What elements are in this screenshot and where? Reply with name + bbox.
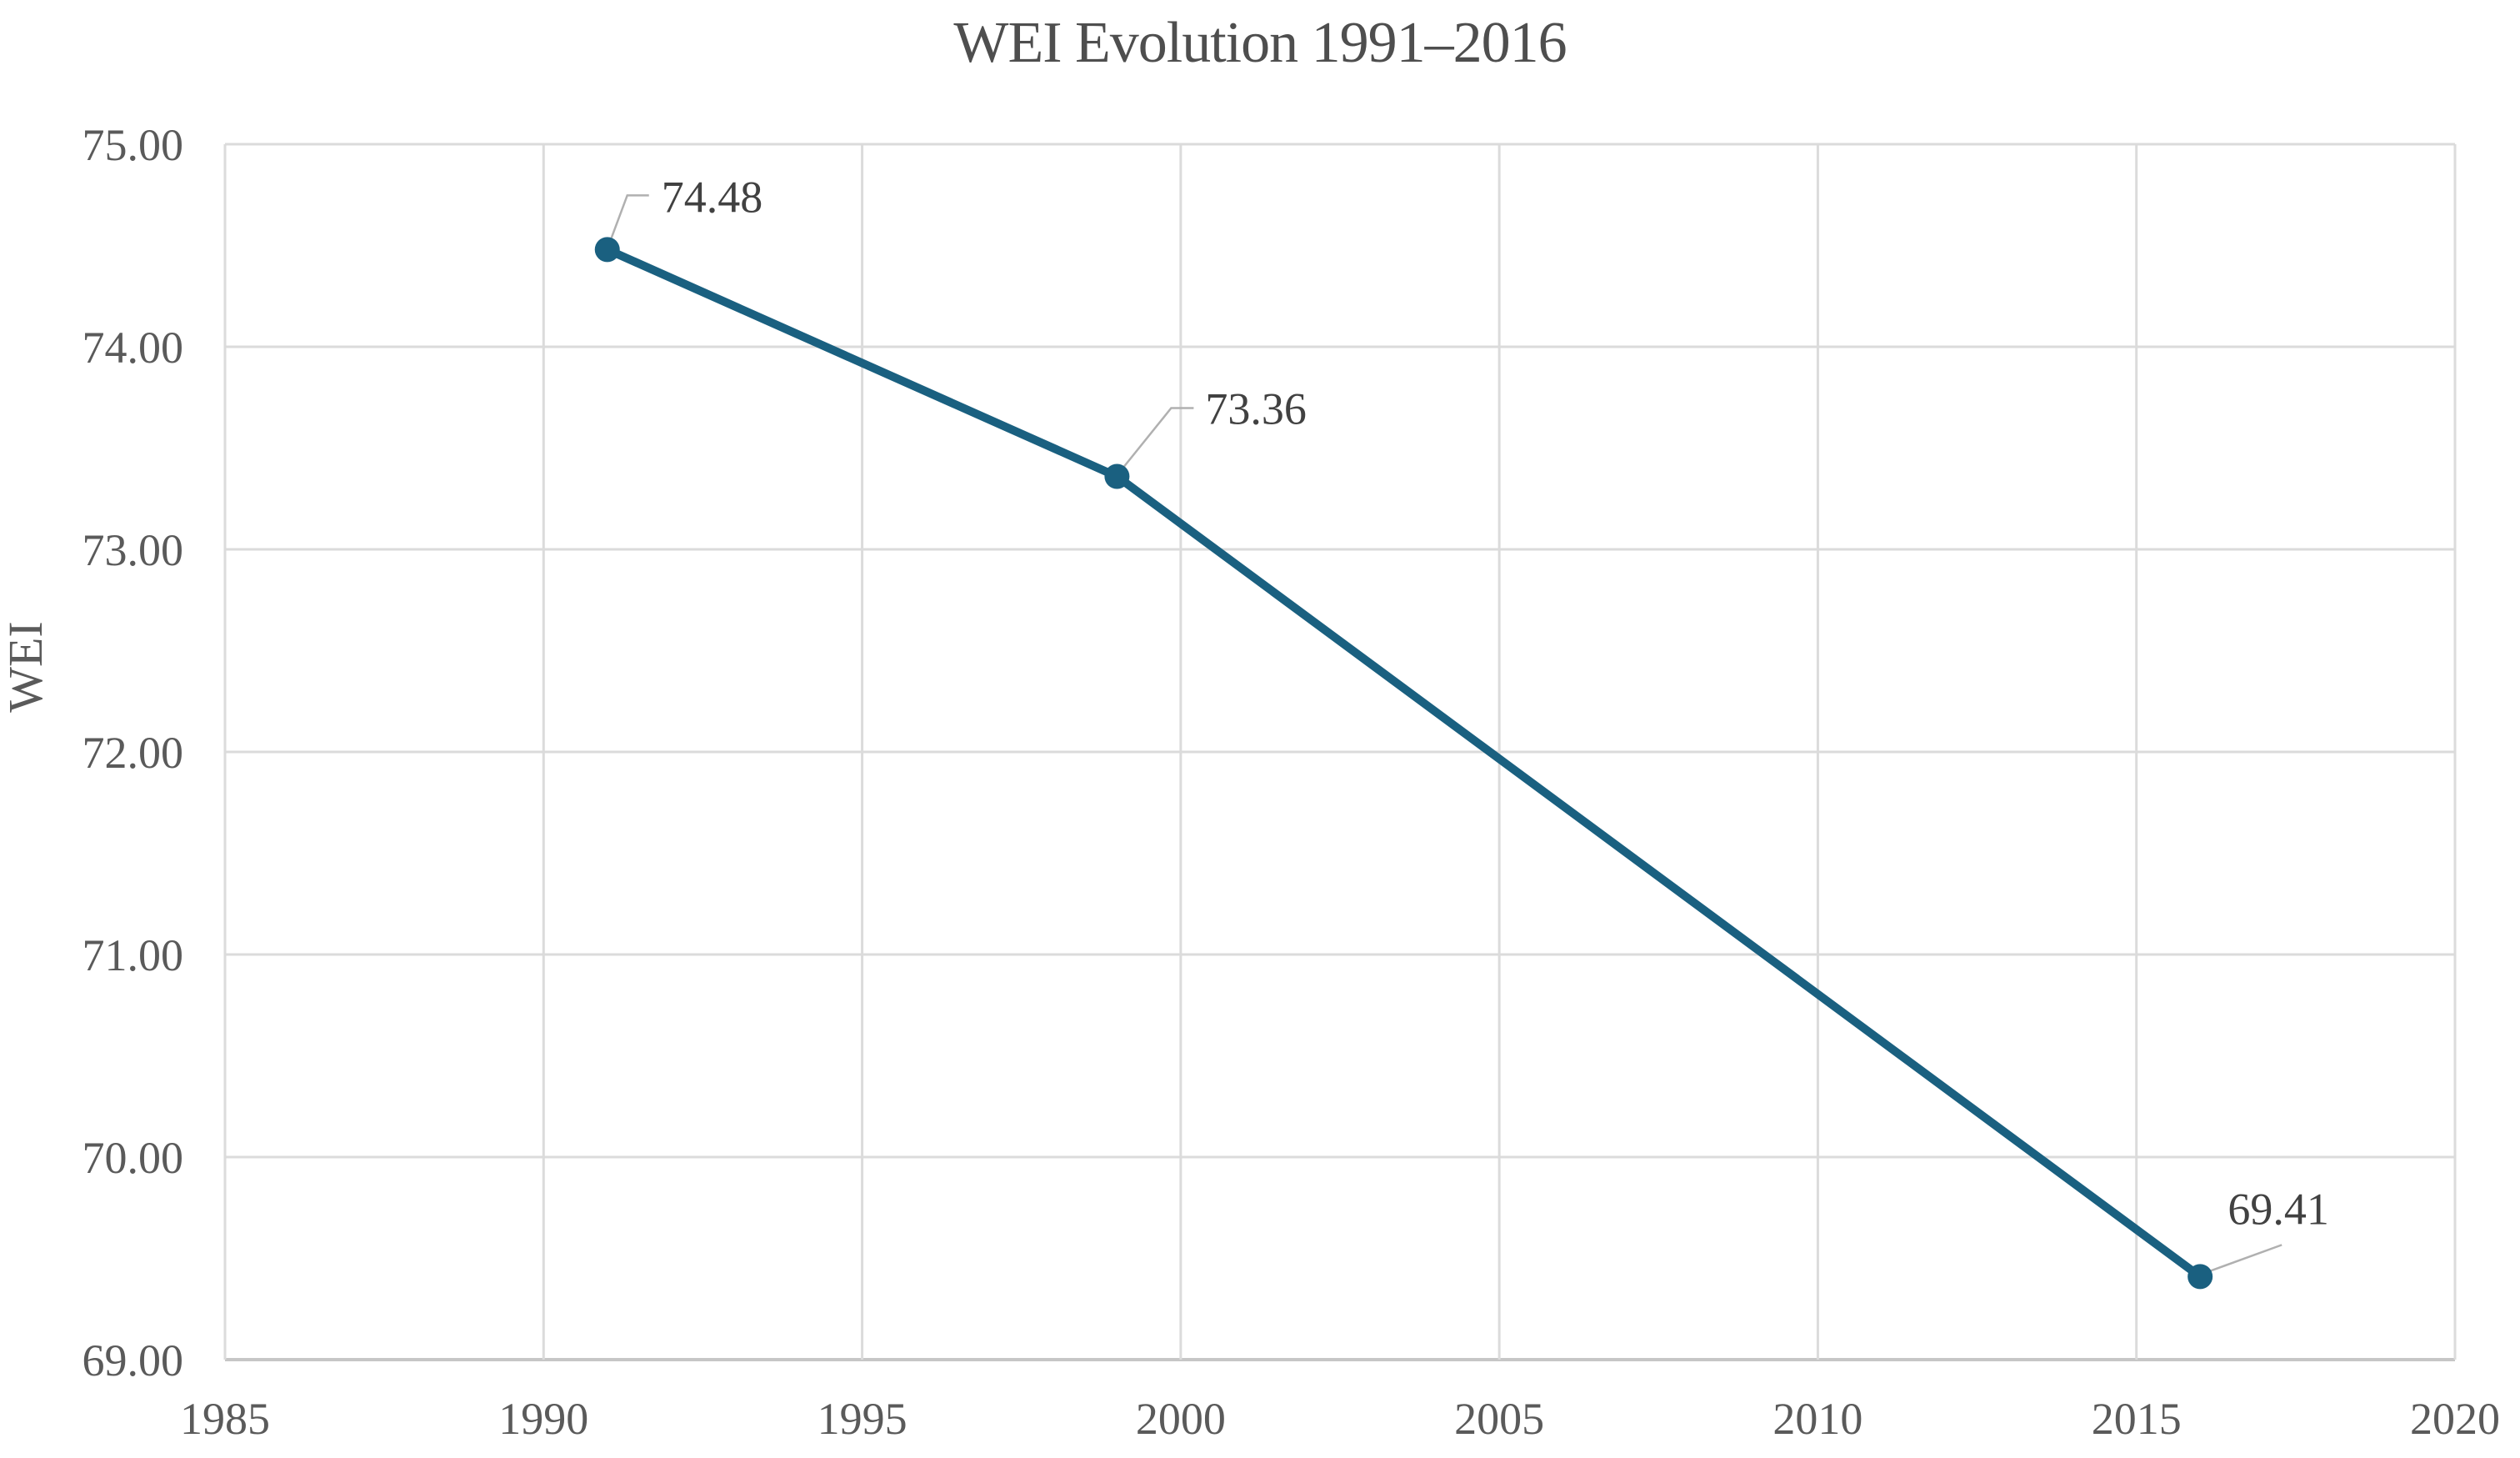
data-point-marker[interactable] xyxy=(594,237,620,263)
y-tick-label: 73.00 xyxy=(82,525,184,575)
x-tick-label: 1985 xyxy=(180,1394,270,1444)
data-point-marker[interactable] xyxy=(2188,1264,2213,1290)
x-tick-label: 2005 xyxy=(1454,1394,1544,1444)
x-tick-label: 2015 xyxy=(2092,1394,2182,1444)
y-tick-label: 70.00 xyxy=(82,1133,184,1183)
data-point-label: 69.41 xyxy=(2228,1184,2329,1234)
y-tick-label: 71.00 xyxy=(82,930,184,980)
data-point-label: 74.48 xyxy=(662,172,763,222)
data-point-marker[interactable] xyxy=(1104,463,1130,489)
y-tick-label: 75.00 xyxy=(82,120,184,170)
y-tick-label: 72.00 xyxy=(82,728,184,778)
data-point-label: 73.36 xyxy=(1205,384,1307,434)
data-label-leader xyxy=(610,194,649,238)
chart-title: WEI Evolution 1991–2016 xyxy=(953,11,1567,75)
y-axis-title: WEI xyxy=(0,621,52,713)
data-label-leader xyxy=(2208,1244,2282,1273)
data-label-leader xyxy=(1122,407,1194,469)
x-tick-label: 1995 xyxy=(818,1394,908,1444)
x-tick-label: 2010 xyxy=(1772,1394,1862,1444)
x-tick-label: 1990 xyxy=(498,1394,588,1444)
y-tick-label: 74.00 xyxy=(82,323,184,373)
series-line xyxy=(602,245,2205,1281)
y-tick-label: 69.00 xyxy=(82,1335,184,1385)
x-tick-label: 2000 xyxy=(1136,1394,1226,1444)
x-tick-label: 2020 xyxy=(2410,1394,2500,1444)
